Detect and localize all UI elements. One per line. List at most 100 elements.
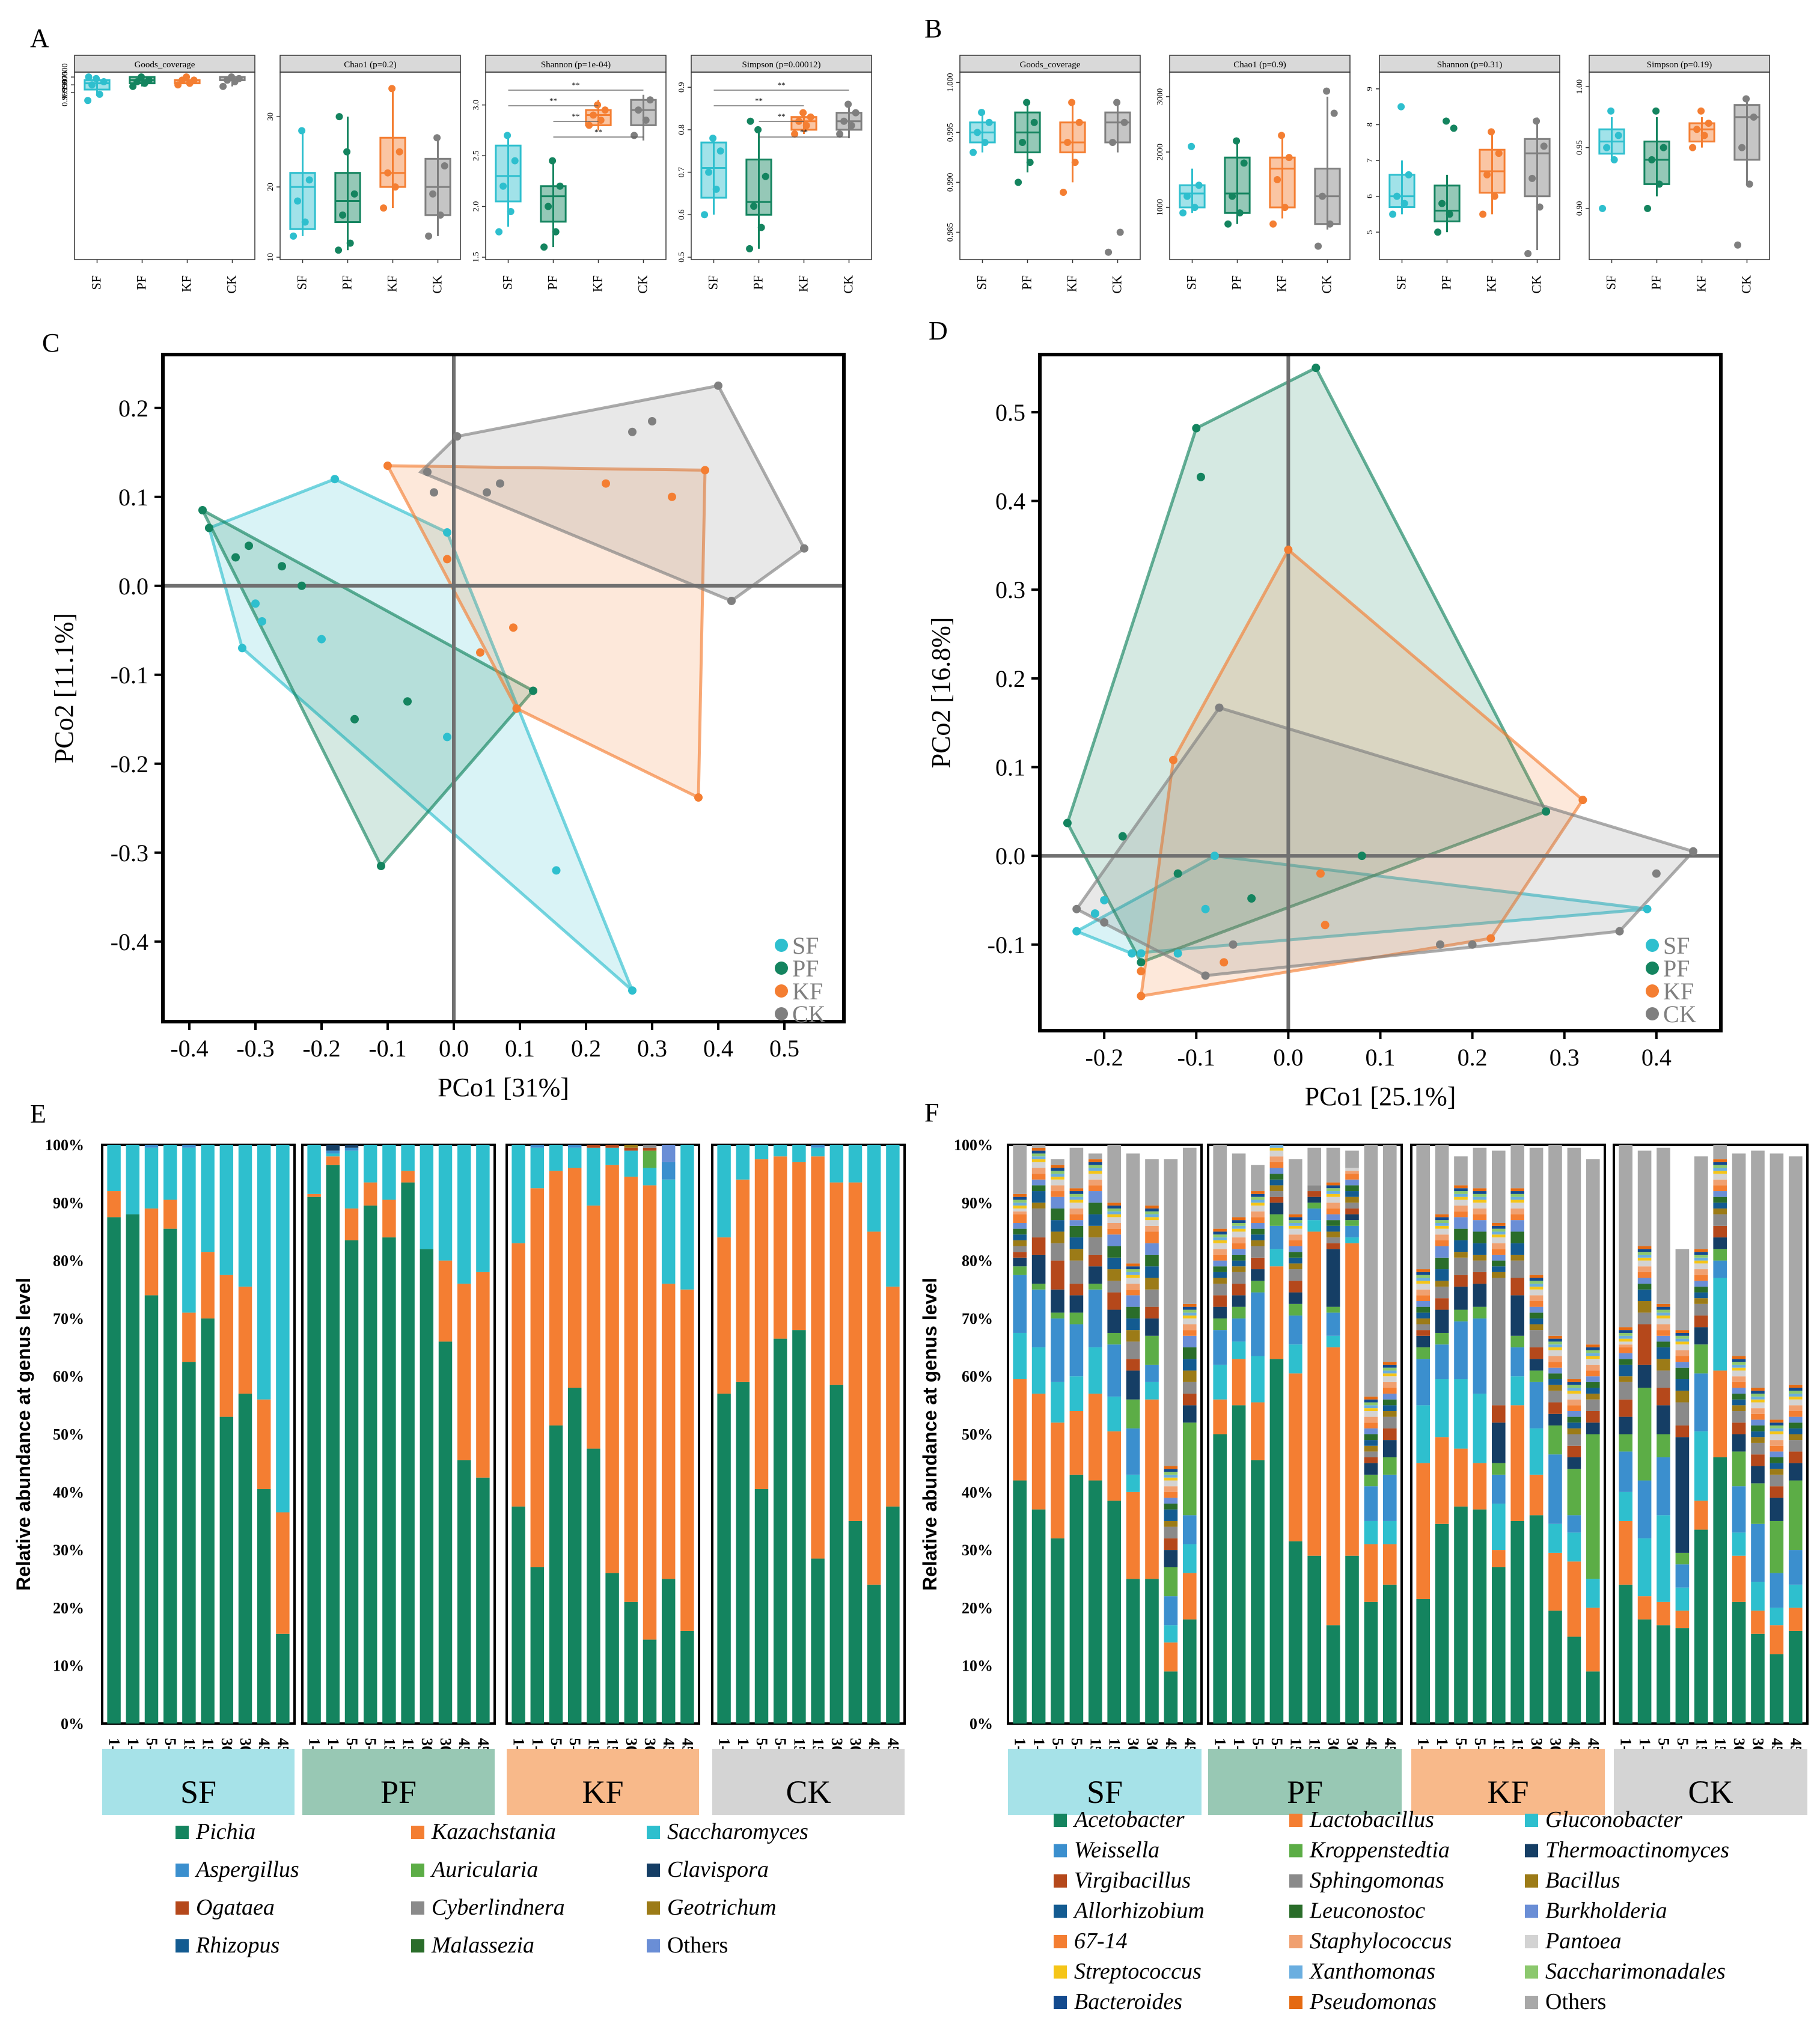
segment-thermoactinomyces [1345, 1214, 1359, 1221]
segment-lactobacillus [1732, 1555, 1746, 1602]
point-CK [642, 117, 650, 124]
segment-virgibacillus [1510, 1278, 1525, 1296]
segment-leuconostoc [1586, 1382, 1600, 1388]
x-tick-label: KF [1274, 275, 1289, 292]
segment-thermoactinomyces [1751, 1466, 1765, 1484]
point-SF [251, 599, 260, 608]
point-CK [430, 488, 438, 497]
segment-others [1126, 1153, 1140, 1264]
x-tick-label: 0.0 [439, 1035, 469, 1062]
segment-weissella [1013, 1275, 1027, 1333]
point-KF [1278, 132, 1286, 139]
group-CK: 1-11-25-15-215-115-230-130-245-145-2CK [711, 1144, 906, 1815]
y-tick-label: 0.1 [995, 754, 1025, 781]
segment-lactobacillus [1770, 1625, 1784, 1654]
segment-bacillus [1416, 1318, 1431, 1325]
point-CK [847, 121, 855, 129]
segment-bacteroides [1732, 1359, 1746, 1362]
point-KF [384, 169, 392, 177]
segment-weissella [1657, 1457, 1670, 1516]
segment-lactobacillus [1473, 1463, 1487, 1510]
segment-67-14 [1416, 1295, 1431, 1302]
segment-kroppenstedtia [1751, 1483, 1765, 1524]
point-CK [727, 596, 736, 605]
segment-kroppenstedtia [1732, 1451, 1746, 1487]
segment-streptococcus [1069, 1200, 1084, 1203]
segment-kazachstania [867, 1231, 881, 1585]
point-CK [628, 427, 637, 436]
facet-strip [279, 55, 461, 73]
point-PF [1196, 472, 1205, 481]
y-tick-label: 0.985 [946, 223, 955, 242]
segment-67-14 [1182, 1330, 1197, 1336]
segment-saccharimonadales [1675, 1335, 1690, 1339]
segment-saccharimonadales [1013, 1200, 1027, 1203]
segment-bacillus [1069, 1249, 1084, 1261]
segment-leuconostoc [1213, 1266, 1227, 1272]
segment-bacteroides [1788, 1388, 1803, 1391]
point-SF [1397, 103, 1405, 111]
point-PF [1030, 118, 1038, 126]
segment-others [1145, 1159, 1159, 1206]
segment-streptococcus [1088, 1171, 1102, 1174]
legend-swatch [1054, 1844, 1067, 1858]
segment-gluconobacter [1586, 1579, 1600, 1608]
point-CK [1750, 113, 1757, 121]
point-KF [1316, 869, 1325, 878]
y-tick-label: 0.995 [946, 123, 955, 142]
segment-kroppenstedtia [1251, 1281, 1265, 1293]
segment-pichia [238, 1394, 252, 1724]
segment-saccharimonadales [1251, 1196, 1265, 1200]
segment-xanthomonas [1751, 1396, 1765, 1400]
segment-gluconobacter [1548, 1523, 1562, 1553]
segment-pantoea [1326, 1196, 1340, 1203]
legend-label: Weissella [1074, 1838, 1159, 1863]
segment-streptococcus [1619, 1338, 1633, 1342]
segment-allorhizobium [1586, 1388, 1600, 1394]
segment-kroppenstedtia [1232, 1306, 1246, 1318]
segment-xanthomonas [1473, 1196, 1487, 1200]
segment-67-14 [1586, 1370, 1600, 1377]
segment-thermoactinomyces [1269, 1203, 1284, 1215]
x-tick-label: PF [1649, 275, 1664, 290]
segment-leuconostoc [1164, 1504, 1178, 1510]
point-KF [190, 76, 198, 84]
point-PF [1438, 200, 1446, 207]
legend-swatch [647, 1864, 660, 1877]
y-tick-label: 1000 [1156, 199, 1165, 216]
segment-bacillus [1288, 1263, 1302, 1270]
point-KF [1068, 99, 1076, 106]
segment-thermoactinomyces [1454, 1286, 1468, 1310]
segment-others [1586, 1159, 1600, 1345]
segment-others [1232, 1153, 1246, 1218]
legend-swatch [1054, 1814, 1067, 1827]
segment-sphingomonas [1232, 1272, 1246, 1284]
segment-lactobacillus [1675, 1611, 1690, 1629]
segment-pichia [829, 1385, 844, 1724]
segment-67-14 [1657, 1330, 1670, 1336]
segment-others [1345, 1150, 1359, 1168]
segment-pichia [661, 1579, 676, 1724]
segment-thermoactinomyces [1251, 1269, 1265, 1281]
legend-label: Staphylococcus [1310, 1928, 1452, 1954]
y-axis-title: PCo2 [16.8%] [926, 617, 956, 769]
segment-others [1770, 1153, 1784, 1420]
segment-staphylococcus [1454, 1206, 1468, 1212]
segment-kazachstania [811, 1156, 825, 1559]
segment-leuconostoc [1145, 1254, 1159, 1267]
segment-pseudomonas [1126, 1263, 1140, 1267]
segment-saccharomyces [867, 1145, 881, 1232]
box-PF [745, 158, 772, 216]
point-SF [96, 90, 103, 98]
y-tick-label: 90% [962, 1194, 993, 1212]
segment-pantoea [1126, 1278, 1140, 1284]
point-CK [631, 132, 638, 139]
segment-weissella [1251, 1292, 1265, 1356]
segment-ogataea [587, 1145, 600, 1148]
segment-bacillus [1510, 1254, 1525, 1261]
segment-saccharomyces [886, 1145, 900, 1287]
segment-bacteroides [1326, 1185, 1340, 1189]
segment-burkholderia [1107, 1234, 1122, 1246]
segment-others [1088, 1153, 1102, 1160]
point-PF [747, 117, 754, 125]
